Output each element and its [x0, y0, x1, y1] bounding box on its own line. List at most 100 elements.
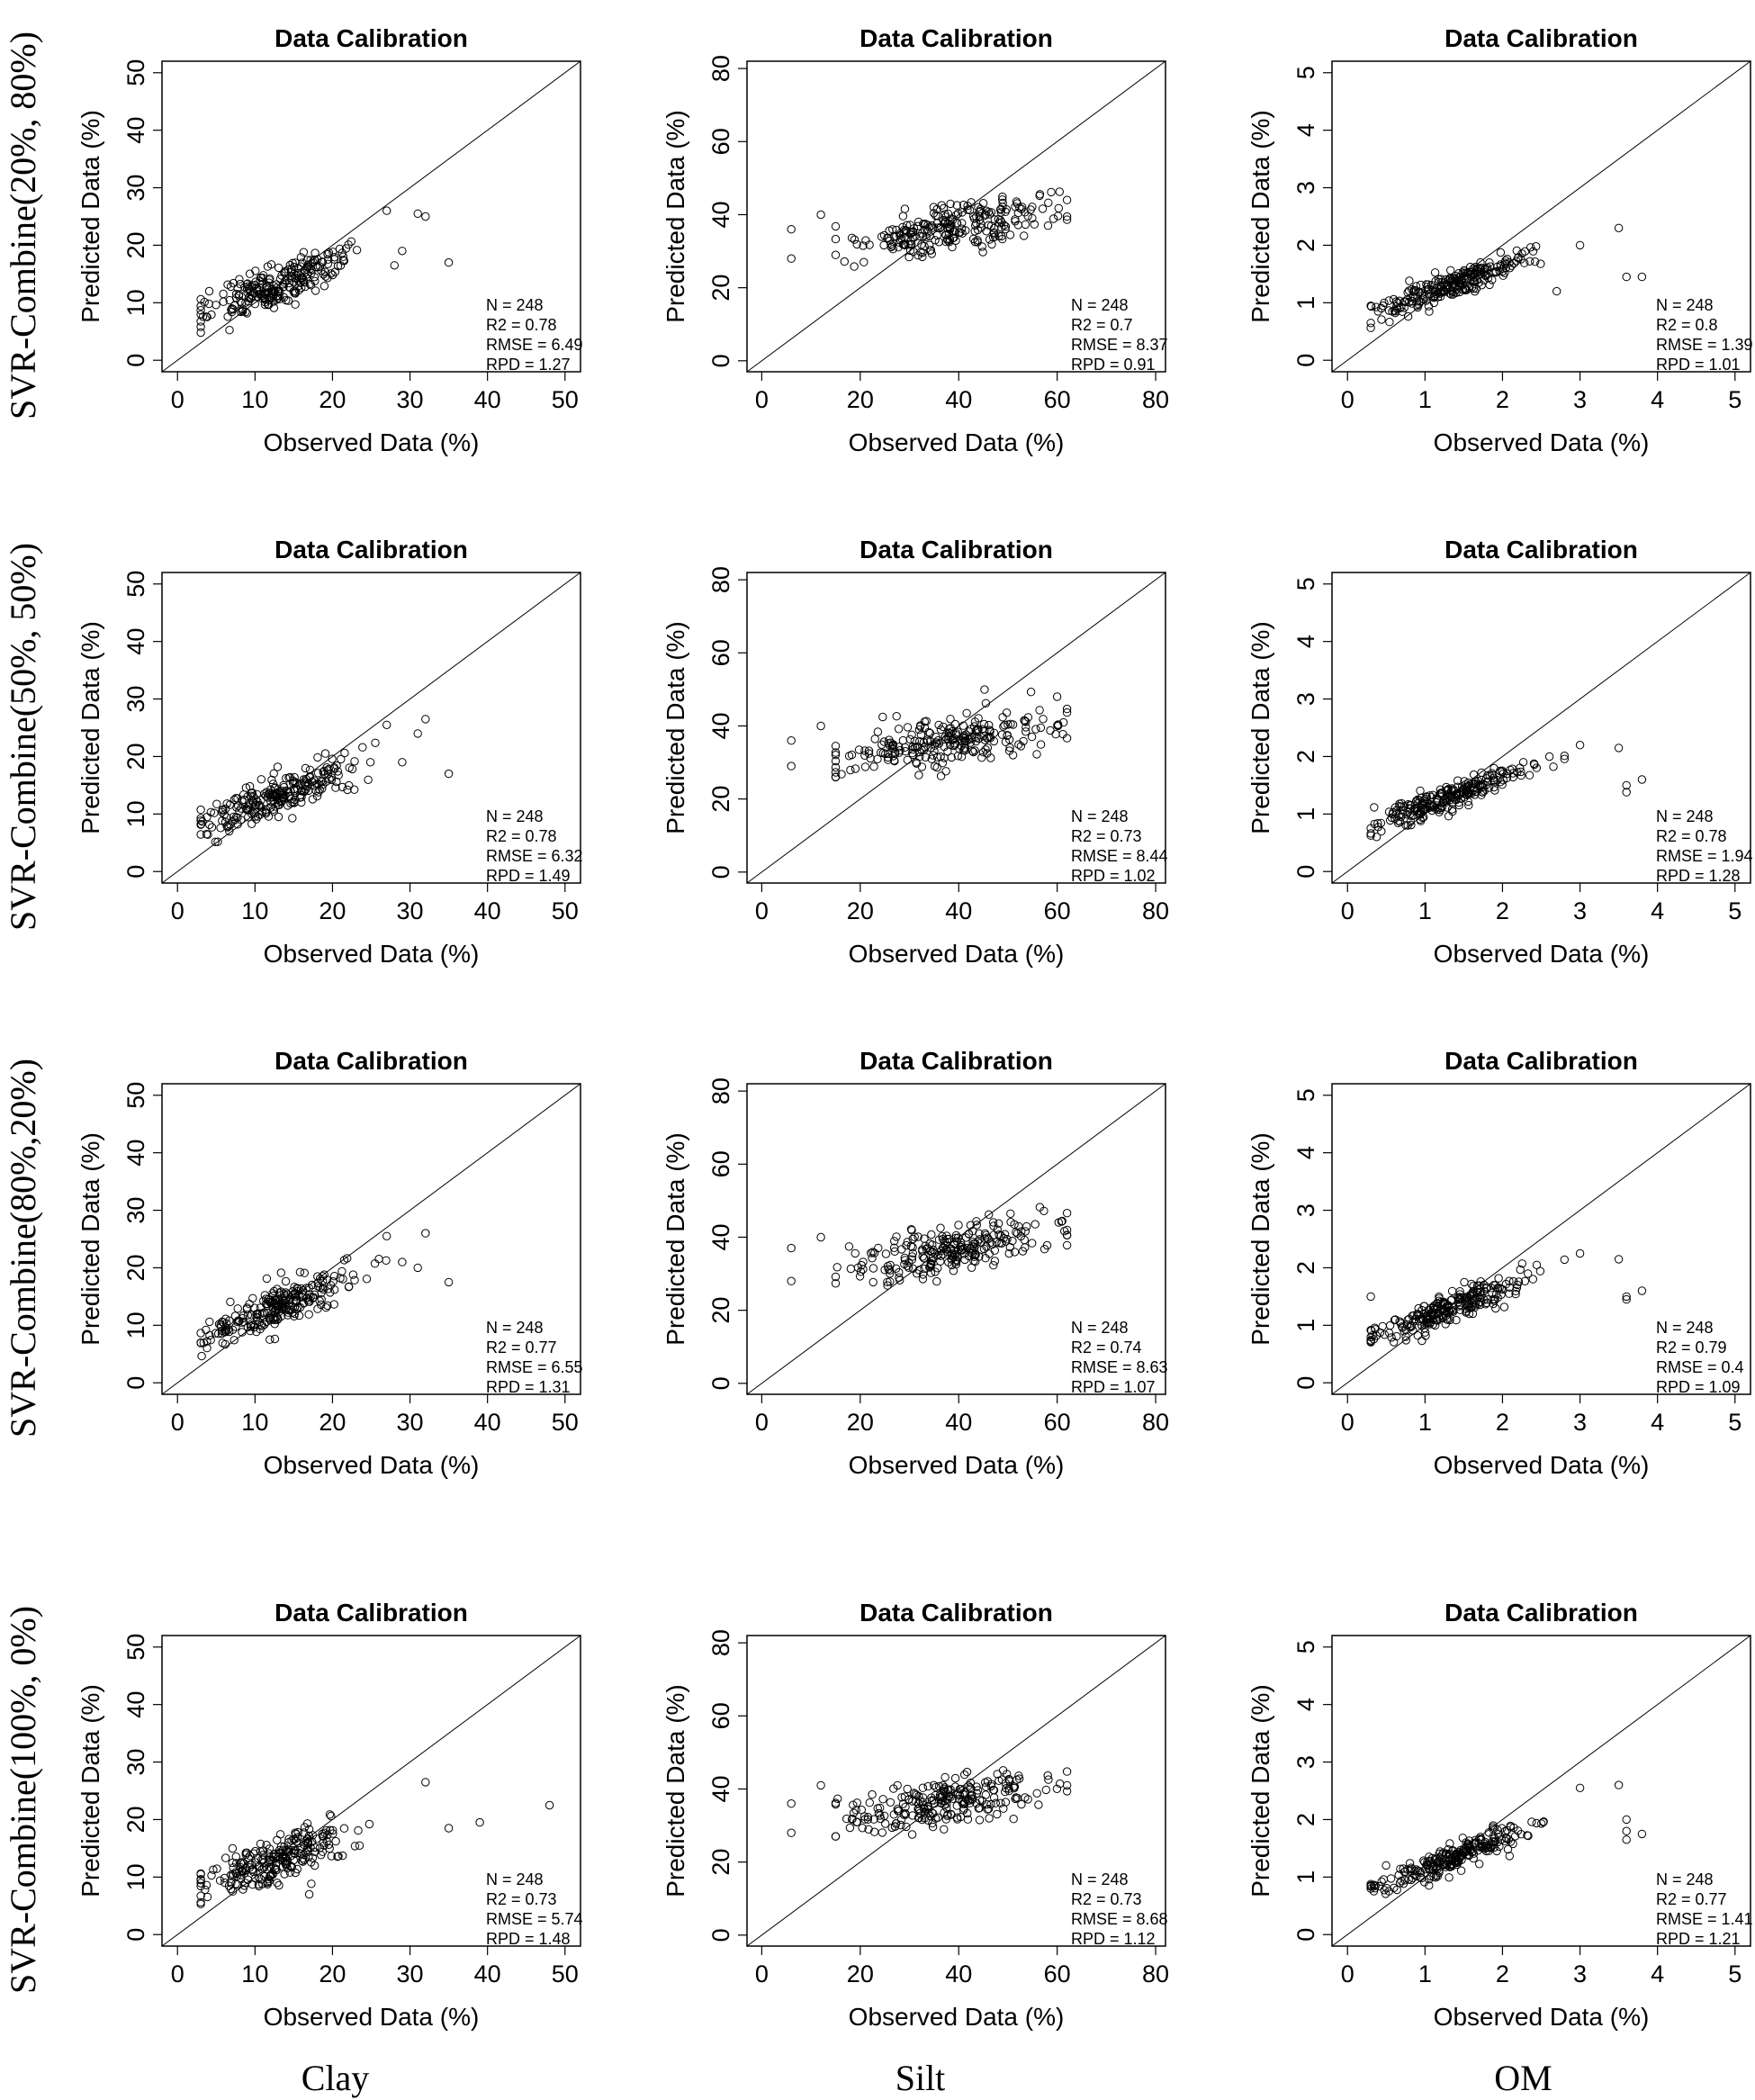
data-point: [850, 1248, 860, 1258]
data-point: [268, 1289, 277, 1298]
data-point: [966, 1221, 976, 1230]
data-point: [350, 1275, 359, 1284]
data-point: [1475, 1860, 1484, 1869]
data-point: [914, 1266, 923, 1275]
data-point: [971, 221, 980, 230]
data-point: [915, 722, 925, 731]
plot-frame: [1331, 572, 1751, 884]
data-point: [238, 1317, 248, 1327]
data-point: [842, 1814, 851, 1824]
y-tick-label: 0: [122, 865, 149, 879]
data-point: [297, 1856, 306, 1866]
plot-frame: [161, 572, 581, 884]
data-point: [976, 1245, 986, 1255]
data-point: [382, 206, 392, 215]
data-point: [266, 785, 275, 794]
data-point: [1471, 1835, 1480, 1844]
plot-frame: [1331, 1635, 1751, 1947]
data-point: [260, 298, 270, 307]
data-point: [1450, 288, 1459, 297]
data-point: [948, 242, 957, 252]
data-point: [1016, 1231, 1026, 1241]
x-axis-label: Observed Data (%): [1434, 940, 1650, 968]
data-point: [937, 201, 947, 210]
data-point: [1532, 242, 1541, 251]
data-point: [975, 1229, 984, 1239]
x-tick-label: 80: [1142, 1960, 1169, 1987]
data-point: [290, 269, 299, 278]
x-axis-label: Observed Data (%): [1434, 428, 1650, 456]
data-point: [1622, 1294, 1631, 1304]
data-point: [955, 1790, 965, 1800]
data-point: [1021, 1793, 1030, 1802]
data-points: [196, 715, 454, 846]
y-tick-label: 20: [122, 1254, 149, 1281]
data-point: [952, 201, 962, 210]
data-point: [954, 1221, 963, 1230]
data-point: [1435, 1296, 1444, 1305]
data-point: [232, 1880, 242, 1889]
data-point: [292, 1864, 302, 1874]
data-point: [207, 1870, 216, 1880]
data-point: [941, 1815, 951, 1824]
data-point: [278, 1845, 288, 1854]
data-point: [1005, 230, 1015, 239]
x-tick-label: 0: [1341, 1409, 1354, 1436]
data-point: [382, 720, 392, 729]
data-point: [1500, 1836, 1510, 1845]
data-point: [228, 1858, 237, 1868]
stat-rmse: RMSE = 1.39: [1656, 336, 1753, 354]
data-point: [787, 762, 796, 771]
data-point: [972, 726, 982, 735]
data-point: [831, 742, 841, 751]
data-point: [382, 1256, 391, 1266]
data-point: [984, 734, 993, 743]
stat-rpd: RPD = 1.09: [1656, 1378, 1741, 1396]
data-point: [196, 294, 205, 304]
panel-title: Data Calibration: [274, 1599, 468, 1627]
stat-r2: R2 = 0.73: [486, 1890, 557, 1908]
data-point: [1397, 798, 1406, 808]
data-point: [1046, 726, 1055, 735]
data-point: [932, 1814, 940, 1823]
data-point: [1622, 1826, 1631, 1835]
data-point: [205, 820, 214, 829]
data-point: [1490, 782, 1498, 792]
y-tick-label: 60: [707, 639, 734, 666]
data-point: [878, 1795, 887, 1804]
data-point: [878, 748, 887, 758]
x-tick-label: 0: [171, 1960, 184, 1987]
panel-title: Data Calibration: [274, 1047, 468, 1075]
data-point: [1490, 786, 1499, 795]
data-point: [941, 767, 950, 776]
data-point: [283, 1856, 292, 1865]
data-point: [1493, 1825, 1502, 1834]
data-point: [1444, 812, 1454, 821]
stat-rpd: RPD = 1.48: [486, 1930, 571, 1948]
data-point: [1026, 688, 1036, 697]
y-tick-label: 0: [122, 1928, 149, 1942]
data-point: [1002, 1237, 1011, 1246]
data-point: [226, 1297, 235, 1307]
data-point: [1418, 813, 1427, 823]
data-point: [325, 774, 334, 784]
data-point: [1443, 785, 1453, 795]
x-tick-label: 4: [1651, 897, 1664, 924]
data-point: [951, 211, 961, 220]
stat-rpd: RPD = 0.91: [1071, 356, 1156, 374]
data-point: [915, 736, 924, 746]
data-point: [847, 233, 857, 242]
y-tick-label: 40: [707, 201, 734, 228]
data-point: [1637, 272, 1647, 282]
data-point: [306, 256, 315, 265]
data-point: [1512, 246, 1522, 256]
data-point: [196, 805, 205, 815]
plot-frame: [161, 60, 581, 373]
data-point: [927, 1257, 937, 1266]
stat-r2: R2 = 0.7: [1071, 316, 1133, 334]
data-points: [1366, 1780, 1647, 1898]
data-point: [196, 1338, 205, 1347]
y-tick-label: 1: [1292, 296, 1319, 310]
data-point: [290, 772, 299, 782]
data-point: [1400, 1327, 1408, 1336]
